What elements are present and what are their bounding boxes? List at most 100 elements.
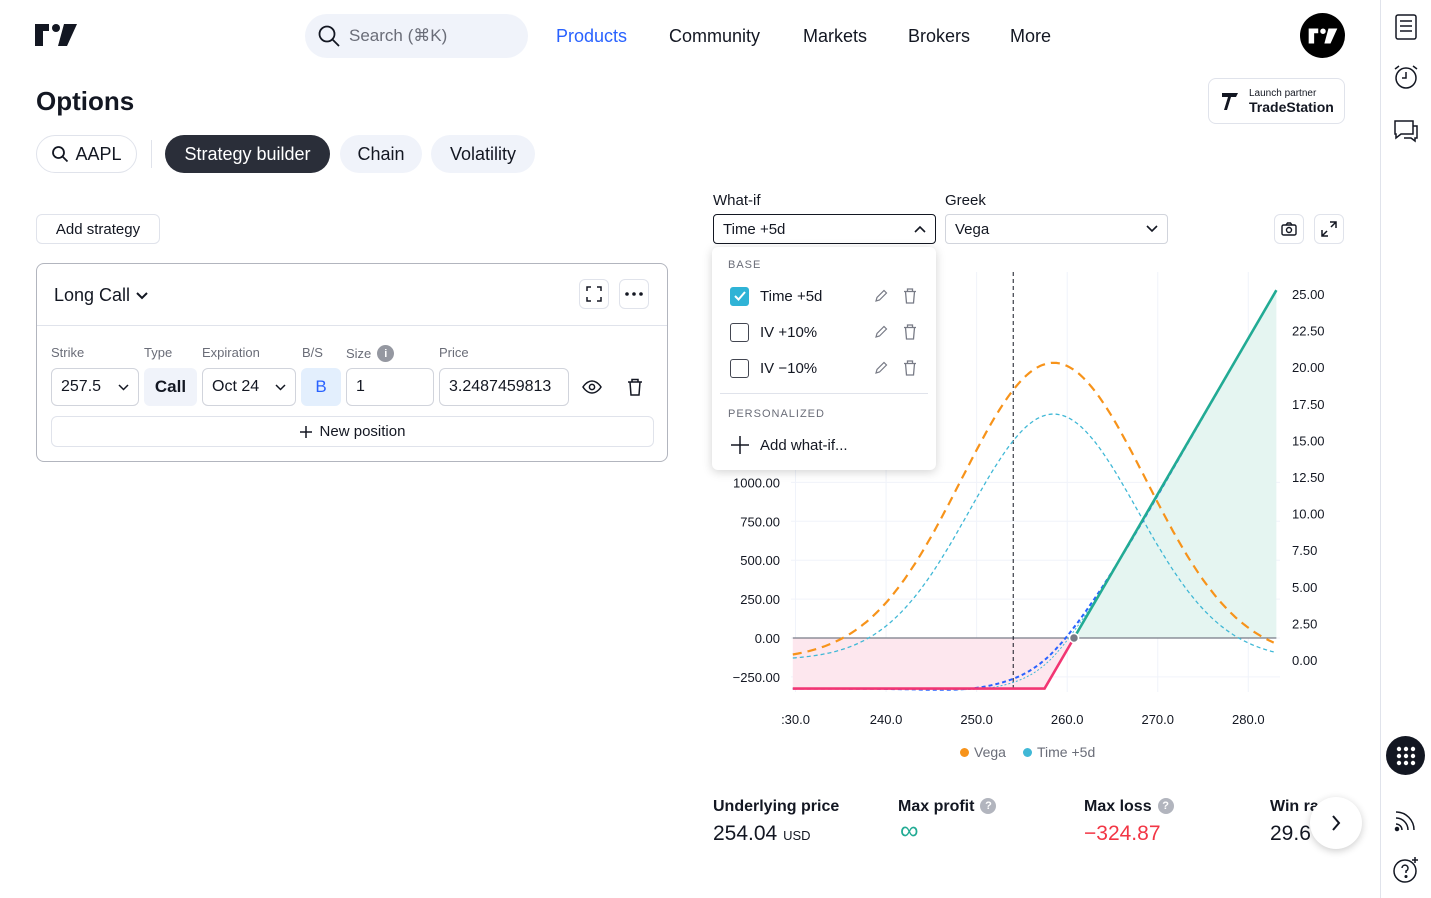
trash-icon[interactable] [627, 378, 643, 396]
max-loss-text: Max loss [1084, 798, 1152, 815]
user-avatar[interactable] [1300, 13, 1345, 58]
pencil-icon[interactable] [874, 289, 888, 303]
col-type: Type [144, 345, 173, 360]
legend-dot-icon [1023, 747, 1032, 757]
expand-button[interactable] [579, 279, 609, 309]
tab-strategy-builder[interactable]: Strategy builder [165, 135, 330, 173]
legend-vega[interactable]: Vega [960, 744, 1006, 760]
dropdown-personalized-label: PERSONALIZED [728, 408, 825, 420]
search-box[interactable]: Search (⌘K) [305, 14, 528, 58]
max-profit-value: ∞ [900, 815, 919, 845]
price-input[interactable]: 3.2487459813 [439, 368, 569, 406]
whatif-label: What-if [713, 192, 761, 209]
plus-icon [299, 425, 312, 438]
eye-icon[interactable] [582, 379, 602, 395]
nav-community[interactable]: Community [669, 26, 761, 46]
nav-markets[interactable]: Markets [803, 26, 868, 46]
whatif-item-iv-minus[interactable]: IV −10% [730, 356, 920, 380]
col-size: Size i [346, 345, 395, 362]
add-whatif-label: Add what-if... [760, 436, 848, 454]
more-options-button[interactable] [619, 279, 649, 309]
y-right-tick-label: 5.00 [1292, 580, 1317, 595]
dropdown-divider [720, 393, 928, 394]
buy-sell-toggle[interactable]: B [301, 368, 341, 406]
y-left-tick-label: −250.00 [733, 670, 780, 685]
whatif-select[interactable]: Time +5d [713, 214, 936, 244]
help-icon[interactable]: ? [1157, 798, 1174, 814]
trash-icon[interactable] [903, 324, 917, 340]
legend-dot-icon [960, 747, 969, 757]
size-input[interactable]: 1 [346, 368, 434, 406]
loss-area [792, 638, 1074, 689]
whatif-item-iv-plus[interactable]: IV +10% [730, 320, 920, 344]
next-stats-button[interactable] [1310, 797, 1362, 849]
search-placeholder: Search (⌘K) [349, 26, 448, 45]
add-strategy-button[interactable]: Add strategy [36, 214, 160, 244]
underlying-price-number: 254.04 [713, 822, 778, 845]
more-dots-icon [625, 292, 643, 296]
chat-icon[interactable] [1391, 116, 1421, 146]
y-right-tick-label: 12.50 [1292, 470, 1325, 485]
x-tick-label: 240.0 [870, 712, 903, 727]
y-right-tick-label: 15.00 [1292, 433, 1325, 448]
symbol-button[interactable]: AAPL [36, 135, 137, 173]
info-icon[interactable]: i [377, 345, 395, 362]
y-right-tick-label: 7.50 [1292, 543, 1317, 558]
greek-select[interactable]: Vega [945, 214, 1168, 244]
signal-feed-icon[interactable] [1391, 805, 1421, 835]
tab-volatility[interactable]: Volatility [431, 135, 535, 173]
tab-chain[interactable]: Chain [340, 135, 422, 173]
chevron-right-icon [1332, 815, 1341, 831]
screenshot-button[interactable] [1274, 214, 1304, 244]
nav-products[interactable]: Products [556, 26, 628, 46]
trash-icon[interactable] [903, 360, 917, 376]
fullscreen-button[interactable] [1314, 214, 1344, 244]
legend-time5d[interactable]: Time +5d [1023, 744, 1095, 760]
pencil-icon[interactable] [874, 361, 888, 375]
strike-value: 257.5 [61, 378, 102, 395]
apps-grid-icon[interactable] [1386, 736, 1425, 775]
alarm-icon[interactable] [1391, 62, 1421, 92]
watchlist-icon[interactable] [1391, 12, 1421, 42]
pnl-chart[interactable]: :30.0 240.0 250.0 260.0 270.0 280.0 1000.00 750… [700, 260, 1370, 740]
col-bs: B/S [302, 345, 323, 360]
trash-icon[interactable] [903, 288, 917, 304]
add-whatif-button[interactable]: Add what-if... [730, 433, 920, 457]
tabs-divider [151, 140, 152, 168]
type-toggle[interactable]: Call [144, 368, 197, 406]
checkbox-icon[interactable] [730, 358, 749, 378]
tradingview-logo[interactable] [34, 24, 78, 46]
nav-brokers[interactable]: Brokers [908, 26, 971, 46]
new-position-button[interactable]: New position [51, 416, 654, 447]
checkbox-checked-icon[interactable] [730, 286, 749, 306]
strategy-name-dropdown[interactable]: Long Call [54, 285, 148, 306]
strike-select[interactable]: 257.5 [51, 368, 139, 406]
col-size-label: Size [346, 346, 372, 361]
nav-more[interactable]: More [1010, 26, 1052, 46]
checkbox-icon[interactable] [730, 322, 749, 342]
right-sidebar-divider [1380, 0, 1381, 898]
whatif-item-time5d[interactable]: Time +5d [730, 284, 920, 308]
y-left-tick-label: 250.00 [740, 592, 780, 607]
x-tick-label: 280.0 [1232, 712, 1265, 727]
help-icon[interactable]: ? [980, 798, 997, 814]
y-left-tick-label: 1000.00 [733, 475, 780, 490]
card-divider [37, 325, 667, 326]
pencil-icon[interactable] [874, 325, 888, 339]
col-price: Price [439, 345, 469, 360]
underlying-price-label: Underlying price [713, 798, 840, 815]
expiration-select[interactable]: Oct 24 [202, 368, 296, 406]
expand-icon [586, 286, 602, 302]
whatif-dropdown: BASE Time +5d IV +10% IV −10% PERSONALIZ… [712, 247, 936, 470]
legend-time5d-label: Time +5d [1037, 744, 1096, 760]
payoff-loss-line [792, 637, 1076, 690]
help-sparkle-icon[interactable] [1391, 855, 1421, 885]
search-icon [52, 146, 69, 163]
greek-value: Vega [955, 220, 990, 238]
max-profit-label: Max profit? [898, 798, 997, 816]
tradestation-partner-badge[interactable]: Launch partner TradeStation [1208, 78, 1345, 124]
x-tick-label: 260.0 [1051, 712, 1084, 727]
partner-small-text: Launch partner [1249, 87, 1317, 99]
legend-vega-label: Vega [974, 744, 1006, 760]
max-loss-label: Max loss? [1084, 798, 1174, 816]
